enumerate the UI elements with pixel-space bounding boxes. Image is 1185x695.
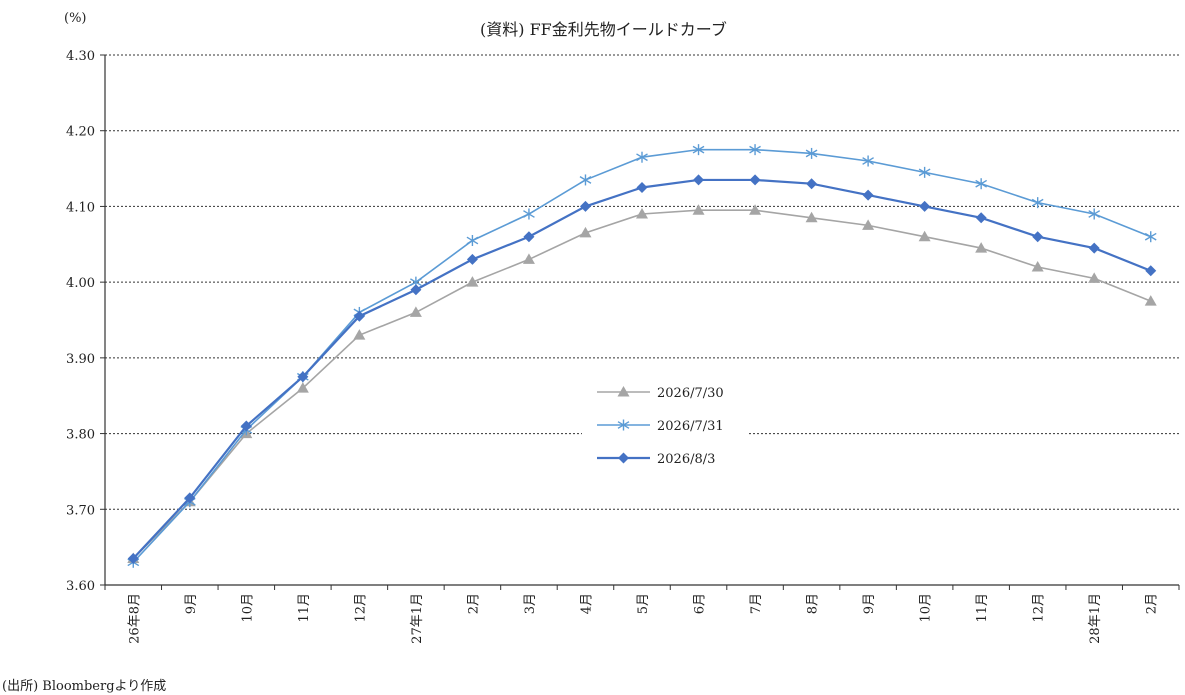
x-tick-label: 11月 bbox=[297, 593, 312, 623]
data-point bbox=[975, 178, 988, 190]
axes bbox=[100, 54, 1180, 590]
x-tick-label: 10月 bbox=[919, 593, 934, 623]
x-tick-label: 9月 bbox=[184, 593, 199, 614]
data-point bbox=[466, 276, 479, 287]
data-point bbox=[636, 151, 648, 163]
data-point bbox=[918, 166, 931, 178]
plot-series bbox=[127, 144, 1157, 568]
y-tick-label: 3.80 bbox=[66, 428, 95, 443]
data-point bbox=[353, 329, 366, 340]
x-tick-label: 2月 bbox=[466, 593, 481, 614]
x-tick-label: 27年1月 bbox=[410, 593, 425, 644]
data-point bbox=[918, 230, 931, 242]
y-tick-label: 3.70 bbox=[66, 503, 95, 518]
x-tick-label: 26年8月 bbox=[127, 593, 142, 644]
legend-label: 2026/7/31 bbox=[657, 419, 724, 434]
data-point bbox=[127, 553, 139, 564]
data-point bbox=[617, 419, 630, 431]
x-tick-label: 12月 bbox=[1032, 593, 1047, 623]
data-point bbox=[618, 452, 629, 464]
data-point bbox=[693, 174, 705, 186]
data-point bbox=[579, 200, 591, 212]
data-point bbox=[522, 253, 535, 264]
x-tick-label: 10月 bbox=[240, 593, 255, 623]
y-tick-label: 3.90 bbox=[66, 352, 95, 367]
data-point bbox=[409, 306, 422, 317]
y-tick-label: 4.10 bbox=[66, 200, 95, 215]
data-point bbox=[523, 208, 535, 220]
data-point bbox=[805, 211, 818, 223]
data-point bbox=[1145, 265, 1157, 277]
data-point bbox=[975, 212, 987, 224]
source-note: (出所) Bloombergより作成 bbox=[2, 679, 166, 694]
data-point bbox=[1144, 295, 1157, 306]
data-point bbox=[297, 371, 309, 383]
data-point bbox=[806, 178, 818, 190]
x-tick-label: 11月 bbox=[975, 593, 990, 623]
data-point bbox=[749, 204, 762, 215]
x-tick-label: 7月 bbox=[749, 593, 764, 614]
data-point bbox=[579, 174, 592, 186]
series-line bbox=[132, 178, 1152, 560]
data-point bbox=[466, 253, 478, 265]
legend: 2026/7/30 2026/7/31 2026/8/3 bbox=[582, 373, 748, 483]
data-point bbox=[617, 386, 630, 397]
x-tick-label: 2月 bbox=[1145, 593, 1160, 614]
data-point bbox=[579, 226, 592, 238]
chart-title: (資料) FF金利先物イールドカーブ bbox=[480, 20, 727, 39]
data-point bbox=[1088, 242, 1100, 254]
x-tick-label: 6月 bbox=[693, 593, 708, 614]
legend-label: 2026/8/3 bbox=[657, 452, 715, 467]
x-tick-label: 9月 bbox=[862, 593, 877, 614]
data-point bbox=[240, 420, 252, 432]
legend-label: 2026/7/30 bbox=[657, 386, 724, 401]
data-point bbox=[1144, 231, 1157, 243]
x-tick-label: 4月 bbox=[579, 593, 594, 614]
y-tick-labels: 4.30 4.20 4.10 4.00 3.90 3.80 3.70 3.60 bbox=[66, 49, 95, 594]
data-point bbox=[184, 492, 196, 504]
data-point bbox=[692, 144, 705, 156]
data-point bbox=[636, 208, 648, 219]
data-point bbox=[296, 382, 309, 393]
data-point bbox=[862, 155, 874, 167]
y-unit-label: (%) bbox=[64, 11, 87, 26]
x-tick-label: 12月 bbox=[353, 593, 368, 623]
data-point bbox=[523, 231, 535, 243]
x-tick-label: 28年1月 bbox=[1088, 593, 1103, 644]
x-tick-label: 5月 bbox=[636, 593, 651, 614]
y-tick-label: 4.00 bbox=[66, 276, 95, 291]
data-point bbox=[749, 174, 761, 186]
y-tick-label: 4.30 bbox=[66, 49, 95, 64]
data-point bbox=[466, 235, 479, 246]
data-point bbox=[975, 242, 988, 253]
data-point bbox=[919, 200, 931, 212]
y-tick-label: 4.20 bbox=[66, 125, 95, 140]
x-tick-labels: 26年8月 9月 10月 11月 12月 27年1月 2月 3月 4月 5月 6月 7月 8月 9月 10月… bbox=[127, 593, 1159, 644]
data-point bbox=[1031, 197, 1044, 209]
data-point bbox=[749, 144, 761, 156]
data-point bbox=[1088, 272, 1101, 283]
data-point bbox=[692, 204, 705, 215]
data-point bbox=[353, 310, 365, 322]
data-point bbox=[1031, 261, 1044, 272]
data-point bbox=[1088, 208, 1101, 220]
data-point bbox=[862, 219, 875, 230]
x-tick-label: 8月 bbox=[806, 593, 821, 614]
data-point bbox=[862, 189, 874, 201]
y-tick-label: 3.60 bbox=[66, 579, 95, 594]
data-point bbox=[410, 284, 422, 296]
data-point bbox=[1032, 231, 1044, 243]
x-tick-label: 3月 bbox=[523, 593, 538, 614]
data-point bbox=[636, 182, 648, 193]
data-point bbox=[805, 147, 818, 159]
